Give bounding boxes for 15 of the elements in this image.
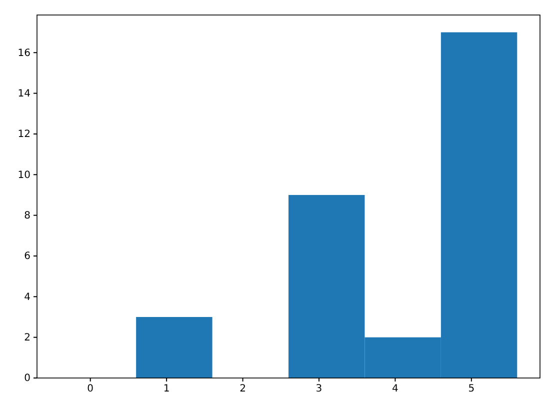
y-tick-label: 16 [18, 48, 30, 59]
y-tick-label: 14 [18, 88, 30, 100]
y-tick-label: 10 [18, 170, 30, 181]
x-tick-label: 0 [87, 384, 94, 395]
y-tick-label: 2 [24, 332, 30, 344]
x-tick-label: 2 [240, 384, 246, 395]
y-tick-label: 0 [24, 373, 30, 384]
y-tick-label: 6 [24, 251, 30, 262]
x-tick-label: 3 [316, 384, 322, 395]
y-tick-label: 8 [24, 210, 30, 222]
x-tick-label: 1 [163, 384, 170, 395]
x-tick-label: 5 [468, 384, 475, 395]
y-tick-label: 12 [18, 129, 30, 140]
y-tick-label: 4 [24, 292, 30, 303]
x-tick-label: 4 [392, 384, 398, 395]
